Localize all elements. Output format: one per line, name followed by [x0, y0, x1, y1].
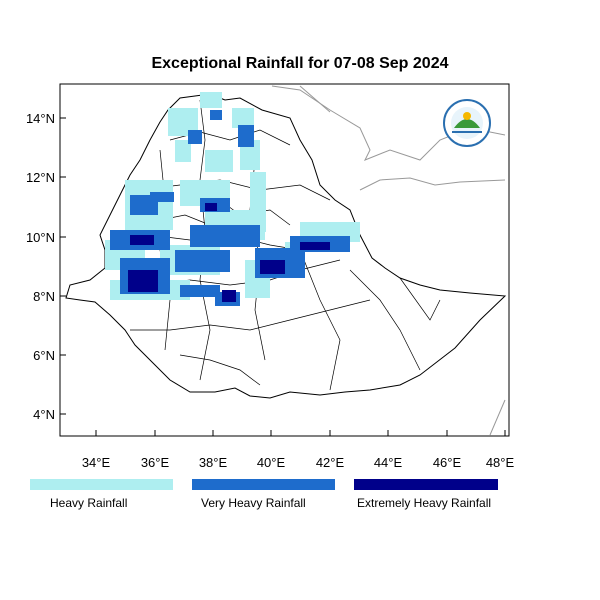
x-tick-labels: 34°E 36°E 38°E 40°E 42°E 44°E 46°E 48°E	[82, 455, 515, 470]
legend-label-heavy: Heavy Rainfall	[50, 496, 128, 510]
y-tick-label: 12°N	[26, 170, 55, 185]
x-tick-label: 42°E	[316, 455, 345, 470]
x-tick-label: 34°E	[82, 455, 111, 470]
x-tick-label: 44°E	[374, 455, 403, 470]
x-tick-label: 48°E	[486, 455, 515, 470]
y-tick-label: 6°N	[33, 348, 55, 363]
y-tick-label: 14°N	[26, 111, 55, 126]
institute-logo-icon	[443, 99, 491, 147]
axis-ticks	[60, 117, 506, 436]
map-title: Exceptional Rainfall for 07-08 Sep 2024	[151, 55, 449, 72]
extreme-rainfall-areas	[128, 203, 330, 302]
x-tick-label: 46°E	[433, 455, 462, 470]
x-tick-label: 38°E	[199, 455, 228, 470]
y-tick-label: 10°N	[26, 230, 55, 245]
x-tick-label: 36°E	[141, 455, 170, 470]
legend-label-very-heavy: Very Heavy Rainfall	[201, 496, 306, 510]
plot-frame	[59, 83, 510, 437]
legend-label-extreme: Extremely Heavy Rainfall	[357, 496, 492, 510]
y-tick-labels: 14°N 12°N 10°N 8°N 6°N 4°N	[26, 111, 55, 422]
y-tick-label: 8°N	[33, 289, 55, 304]
legend-swatch-extreme	[354, 479, 498, 490]
x-tick-label: 40°E	[257, 455, 286, 470]
legend-swatch-heavy	[30, 479, 173, 490]
legend-swatch-very-heavy	[192, 479, 335, 490]
y-tick-label: 4°N	[33, 407, 55, 422]
